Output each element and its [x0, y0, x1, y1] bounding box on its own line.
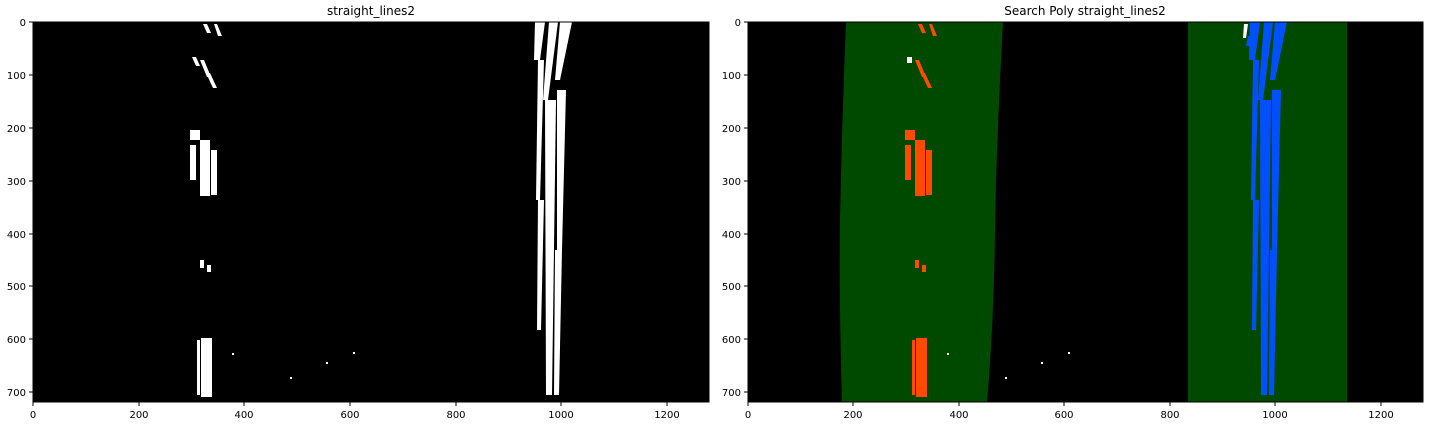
right-lane-pixels [534, 22, 572, 395]
panel-right-x-tick: 600 [1054, 410, 1073, 421]
panel-right-x-tick: 0 [745, 410, 751, 421]
panel-right-y-axis [744, 21, 748, 393]
panel-left-x-tick: 0 [30, 410, 36, 421]
left-search-region [839, 22, 1003, 402]
panel-left-y-tick: 0 [20, 18, 26, 29]
panel-left-y-tick: 600 [7, 335, 26, 346]
panel-left-image [33, 22, 709, 402]
panel-right-title: Search Poly straight_lines2 [1004, 4, 1166, 18]
panel-right-y-tick: 0 [735, 18, 741, 29]
panel-right-y-tick: 400 [722, 230, 741, 241]
panel-right-x-tick: 200 [843, 410, 862, 421]
panel-right-y-tick: 500 [722, 282, 741, 293]
stray-pixels-right [947, 352, 1070, 379]
right-lane-white-speck [1243, 24, 1248, 38]
panel-left-y-axis [29, 21, 33, 393]
panel-left-y-tick: 500 [7, 282, 26, 293]
panel-left-x-tick: 1200 [654, 410, 679, 421]
panel-left-y-tick: 200 [7, 124, 26, 135]
panel-left-frame [32, 21, 710, 403]
panel-right-y-tick: 600 [722, 335, 741, 346]
panel-right-y-tick: 300 [722, 177, 741, 188]
panel-right-x-tick: 800 [1160, 410, 1179, 421]
panel-right-x-tick: 1200 [1368, 410, 1393, 421]
stray-pixels [232, 352, 355, 379]
panel-right-x-tick: 400 [949, 410, 968, 421]
panel-left-x-tick: 1000 [548, 410, 573, 421]
panel-right-y-tick: 700 [722, 388, 741, 399]
panel-left-y-tick: 100 [7, 71, 26, 82]
panel-right-x-tick: 1000 [1262, 410, 1287, 421]
panel-left: straight_lines2 [7, 4, 710, 421]
left-lane-highlight [905, 24, 937, 397]
panel-left-y-tick: 300 [7, 177, 26, 188]
panel-left-x-tick: 600 [340, 410, 359, 421]
panel-left-y-tick: 400 [7, 230, 26, 241]
left-lane-white-speck [907, 57, 912, 63]
panel-left-y-tick: 700 [7, 388, 26, 399]
panel-left-x-tick: 800 [446, 410, 465, 421]
panel-left-x-axis [32, 402, 668, 406]
panel-left-title: straight_lines2 [327, 4, 415, 18]
panel-right-image [748, 22, 1423, 402]
panel-right: Search Poly straight_lines2 [722, 4, 1424, 421]
panel-left-x-tick: 400 [234, 410, 253, 421]
panel-right-y-tick: 100 [722, 71, 741, 82]
panel-left-x-tick: 200 [129, 410, 148, 421]
panel-right-frame [747, 21, 1424, 403]
panel-right-x-axis [747, 402, 1382, 406]
left-lane-pixels [190, 24, 222, 397]
panel-right-y-tick: 200 [722, 124, 741, 135]
right-lane-highlight [1246, 22, 1287, 395]
